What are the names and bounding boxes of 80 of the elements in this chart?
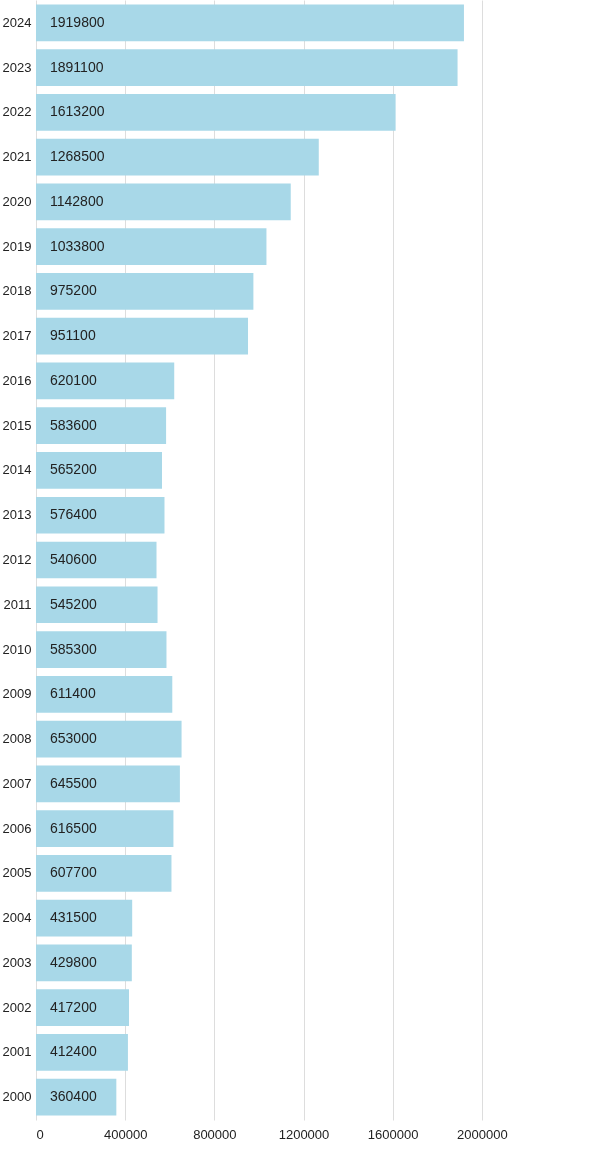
bar (36, 720, 182, 758)
y-tick-label: 2013 (2, 507, 32, 523)
data-label: 540600 (50, 551, 97, 567)
data-label: 360400 (50, 1088, 97, 1105)
y-tick-label: 2011 (3, 596, 32, 612)
data-label: 975200 (50, 282, 97, 299)
data-label: 1142800 (50, 192, 104, 209)
x-tick-label: 0 (36, 1126, 44, 1142)
bar (36, 1034, 128, 1071)
bar (36, 317, 249, 355)
data-label: 645500 (50, 774, 97, 791)
bar (36, 1078, 117, 1116)
y-tick-label: 2009 (2, 686, 32, 702)
x-tick-label: 400000 (103, 1126, 148, 1142)
bar (36, 273, 254, 310)
data-label: 1613200 (50, 103, 105, 120)
y-tick-label: 2021 (2, 149, 32, 165)
bar (36, 675, 173, 713)
y-tick-label: 2004 (2, 910, 32, 926)
data-label: 616500 (50, 819, 97, 836)
bar (36, 899, 133, 937)
y-tick-label: 2001 (2, 1044, 32, 1060)
y-tick-label: 2002 (2, 999, 32, 1015)
bar (36, 855, 172, 892)
data-label: 1891100 (50, 58, 104, 75)
x-tick-label: 1200000 (278, 1126, 330, 1142)
y-tick-label: 2024 (2, 14, 32, 30)
x-tick-label: 800000 (193, 1126, 237, 1142)
y-tick-label: 2000 (2, 1089, 32, 1105)
y-tick-label: 2010 (2, 641, 32, 657)
bar (36, 94, 396, 131)
bar (36, 183, 291, 221)
data-label: 1268500 (50, 148, 105, 165)
bar (36, 541, 157, 579)
bar (36, 4, 464, 42)
data-label: 620100 (50, 371, 97, 388)
bar (36, 452, 162, 489)
bar (36, 138, 319, 176)
bar (36, 631, 167, 668)
y-tick-label: 2008 (2, 731, 32, 747)
data-label: 611400 (50, 685, 96, 702)
y-tick-label: 2020 (2, 193, 32, 209)
data-label: 1919800 (50, 13, 105, 30)
bar (36, 810, 174, 847)
y-tick-label: 2006 (2, 820, 32, 836)
y-tick-label: 2018 (2, 283, 32, 299)
y-tick-label: 2015 (2, 417, 32, 433)
data-label: 565200 (50, 461, 97, 478)
bar (36, 586, 158, 624)
data-label: 653000 (50, 730, 97, 747)
y-tick-label: 2014 (2, 462, 32, 478)
data-label: 583600 (50, 416, 97, 433)
bar (36, 362, 175, 400)
data-label: 585300 (50, 640, 97, 657)
y-tick-label: 2005 (2, 865, 32, 881)
data-label: 951100 (50, 327, 96, 344)
data-label: 417200 (50, 998, 97, 1015)
bar (36, 407, 167, 445)
data-label: 1033800 (50, 237, 105, 254)
y-tick-label: 2022 (2, 104, 32, 120)
data-label: 607700 (50, 864, 97, 881)
data-label: 412400 (50, 1043, 97, 1060)
y-tick-label: 2003 (2, 954, 32, 970)
bar (36, 49, 458, 86)
x-tick-label: 1600000 (367, 1126, 419, 1142)
y-tick-label: 2019 (2, 238, 32, 254)
y-tick-label: 2012 (2, 552, 32, 567)
y-tick-label: 2017 (2, 328, 32, 344)
data-label: 431500 (50, 909, 97, 926)
bar (36, 765, 180, 803)
bar (36, 989, 129, 1026)
y-tick-label: 2023 (2, 59, 32, 75)
data-label: 545200 (50, 595, 97, 612)
y-tick-label: 2007 (2, 775, 32, 791)
data-label: 576400 (50, 506, 97, 523)
bar (36, 496, 165, 534)
data-label: 429800 (50, 953, 97, 970)
bar (36, 228, 267, 265)
x-tick-label: 2000000 (457, 1126, 508, 1142)
y-tick-label: 2016 (2, 372, 32, 388)
